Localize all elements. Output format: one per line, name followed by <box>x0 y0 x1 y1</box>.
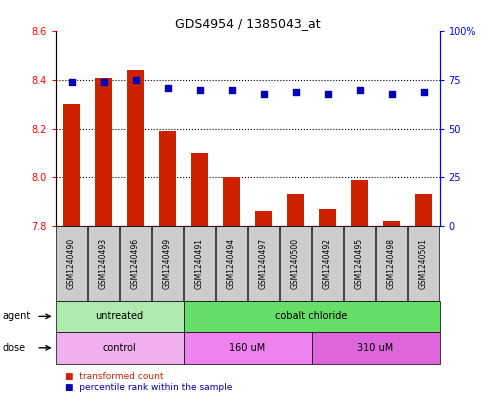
Text: control: control <box>103 343 136 353</box>
Text: 310 uM: 310 uM <box>357 343 394 353</box>
Bar <box>159 131 176 226</box>
Point <box>355 87 363 93</box>
Text: agent: agent <box>2 311 30 321</box>
Title: GDS4954 / 1385043_at: GDS4954 / 1385043_at <box>175 17 320 30</box>
Text: GSM1240498: GSM1240498 <box>387 238 396 289</box>
Point <box>292 88 299 95</box>
Text: ■  transformed count: ■ transformed count <box>65 372 164 381</box>
Text: GSM1240490: GSM1240490 <box>67 238 76 289</box>
Bar <box>319 209 336 226</box>
Text: GSM1240493: GSM1240493 <box>99 238 108 289</box>
Point <box>227 87 235 93</box>
Text: GSM1240497: GSM1240497 <box>259 238 268 289</box>
Text: ■  percentile rank within the sample: ■ percentile rank within the sample <box>65 383 233 391</box>
Bar <box>223 177 241 226</box>
Bar <box>63 105 80 226</box>
Text: GSM1240501: GSM1240501 <box>419 238 428 289</box>
Text: GSM1240494: GSM1240494 <box>227 238 236 289</box>
Point <box>388 90 396 97</box>
Point <box>324 90 331 97</box>
Text: GSM1240496: GSM1240496 <box>131 238 140 289</box>
Bar <box>415 195 432 226</box>
Text: GSM1240492: GSM1240492 <box>323 238 332 289</box>
Point <box>164 85 171 91</box>
Point <box>260 90 268 97</box>
Point <box>196 87 203 93</box>
Text: GSM1240500: GSM1240500 <box>291 238 300 289</box>
Text: dose: dose <box>2 343 26 353</box>
Text: cobalt chloride: cobalt chloride <box>275 311 348 321</box>
Bar <box>255 211 272 226</box>
Point <box>132 77 140 83</box>
Bar <box>191 153 208 226</box>
Point <box>420 88 427 95</box>
Point <box>68 79 75 85</box>
Text: untreated: untreated <box>96 311 143 321</box>
Bar <box>383 221 400 226</box>
Text: GSM1240491: GSM1240491 <box>195 238 204 289</box>
Text: 160 uM: 160 uM <box>229 343 266 353</box>
Text: GSM1240495: GSM1240495 <box>355 238 364 289</box>
Bar <box>351 180 369 226</box>
Text: GSM1240499: GSM1240499 <box>163 238 172 289</box>
Point <box>99 79 107 85</box>
Bar <box>95 78 113 226</box>
Bar <box>287 195 304 226</box>
Bar <box>127 70 144 226</box>
